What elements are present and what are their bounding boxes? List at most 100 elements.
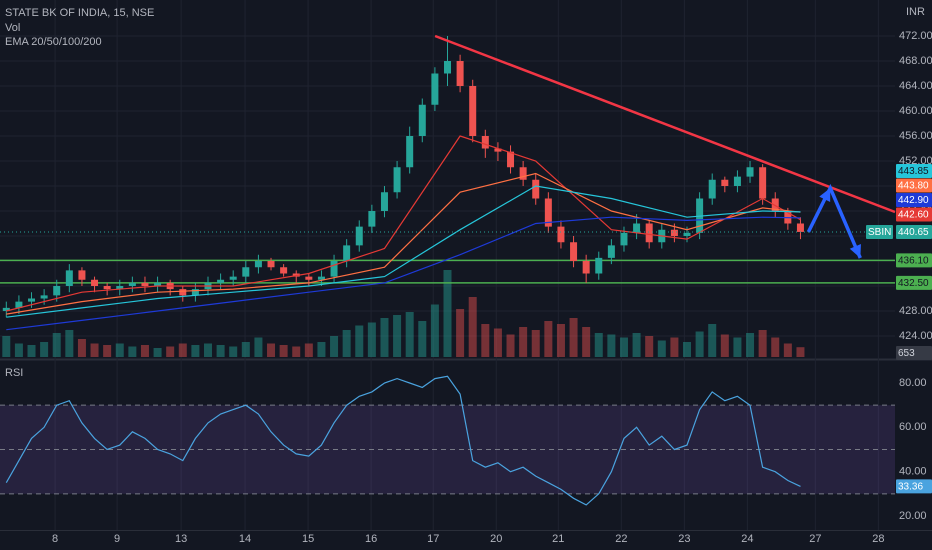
volume-bar <box>771 337 780 357</box>
candle-body <box>456 61 464 86</box>
arrow-head <box>819 188 831 202</box>
candle-body <box>2 307 10 311</box>
x-tick-label: 15 <box>302 533 314 545</box>
candle-body <box>141 282 149 286</box>
volume-bar <box>619 337 628 357</box>
candle-body <box>53 286 61 296</box>
indicator-label: EMA 20/50/100/200 <box>5 36 102 48</box>
candle-body <box>469 86 477 136</box>
rsi-tick-label: 60.00 <box>899 421 927 433</box>
rsi-tick-label: 20.00 <box>899 510 927 522</box>
candle-body <box>368 211 376 227</box>
candle-body <box>380 192 388 211</box>
volume-bar <box>683 342 692 357</box>
volume-bar <box>405 312 414 357</box>
volume-bar <box>90 343 99 357</box>
candle-body <box>759 167 767 199</box>
volume-bar <box>267 343 276 357</box>
y-tick-label: 424.00 <box>899 330 932 342</box>
volume-bar <box>544 321 553 357</box>
x-tick-label: 8 <box>52 533 58 545</box>
ema-value-label-box <box>896 192 932 207</box>
volume-bar <box>670 337 679 357</box>
candle-body <box>330 261 338 277</box>
volume-bar <box>481 324 490 357</box>
rsi-line <box>5 375 801 506</box>
ema-value-label: 443.85 <box>898 166 929 177</box>
rsi-value-label: 33.36 <box>898 482 923 493</box>
volume-value-label: 653 <box>898 348 915 359</box>
candle-body <box>620 232 628 246</box>
chart-title: STATE BK OF INDIA, 15, NSE <box>5 7 154 19</box>
volume-bar <box>708 324 717 357</box>
ema-value-label-box <box>896 207 932 222</box>
candle-body <box>128 282 136 286</box>
candle-body <box>733 176 741 186</box>
candle-body <box>242 267 250 277</box>
volume-bar <box>65 330 74 357</box>
candle-body <box>721 179 729 186</box>
candle-body <box>418 104 426 136</box>
candle-body <box>582 261 590 274</box>
ema-line <box>6 135 801 312</box>
rsi-band <box>0 405 895 494</box>
volume-bar <box>153 348 162 357</box>
volume-bar <box>355 325 364 357</box>
volume-bar <box>582 327 591 357</box>
candle-body <box>393 167 401 193</box>
volume-bar <box>304 343 313 357</box>
candle-body <box>670 229 678 236</box>
volume-bar <box>317 342 326 357</box>
candle-body <box>494 148 502 152</box>
trend-line <box>434 34 896 214</box>
candle-body <box>796 223 804 232</box>
rsi-title: RSI <box>5 367 23 379</box>
y-tick-label: 468.00 <box>899 55 932 67</box>
volume-bar <box>216 345 225 357</box>
candle-body <box>305 276 313 280</box>
volume-bar <box>103 345 112 357</box>
symbol-tag-box <box>866 224 893 239</box>
candle-body <box>254 261 262 268</box>
candle-body <box>40 295 48 299</box>
volume-bar <box>493 328 502 357</box>
candle-body <box>557 226 565 243</box>
candle-body <box>544 198 552 227</box>
volume-bar <box>796 347 805 357</box>
candle-body <box>154 282 162 286</box>
candle-body <box>633 223 641 233</box>
candle-body <box>343 245 351 261</box>
x-tick-label: 16 <box>365 533 377 545</box>
volume-bar <box>758 330 767 357</box>
candle-body <box>78 270 86 280</box>
ema-line <box>6 216 801 331</box>
x-tick-label: 24 <box>741 533 753 545</box>
volume-bar <box>27 345 36 357</box>
candle-body <box>179 289 187 296</box>
volume-bar <box>720 334 729 357</box>
volume-bar <box>380 318 389 357</box>
volume-bar <box>430 304 439 357</box>
volume-bar <box>556 324 565 357</box>
last-price-label-box <box>896 224 932 239</box>
y-tick-label: 452.00 <box>899 155 932 167</box>
volume-bar <box>468 297 477 357</box>
rsi-tick-label: 80.00 <box>899 377 927 389</box>
volume-bar <box>292 346 301 357</box>
candle-body <box>191 289 199 296</box>
symbol-tag: SBIN <box>868 227 891 238</box>
volume-bar <box>746 333 755 357</box>
candle-body <box>771 198 779 211</box>
volume-bar <box>40 342 49 357</box>
x-tick-label: 23 <box>678 533 690 545</box>
hline-label: 436.10 <box>898 256 929 267</box>
candle-body <box>65 270 73 286</box>
volume-bar <box>330 336 339 357</box>
candle-body <box>217 279 225 283</box>
x-tick-label: 17 <box>427 533 439 545</box>
candle-body <box>444 61 451 74</box>
volume-bar <box>229 346 238 357</box>
volume-bar <box>191 345 200 357</box>
candle-body <box>683 232 691 236</box>
projection-arrow <box>806 183 862 259</box>
